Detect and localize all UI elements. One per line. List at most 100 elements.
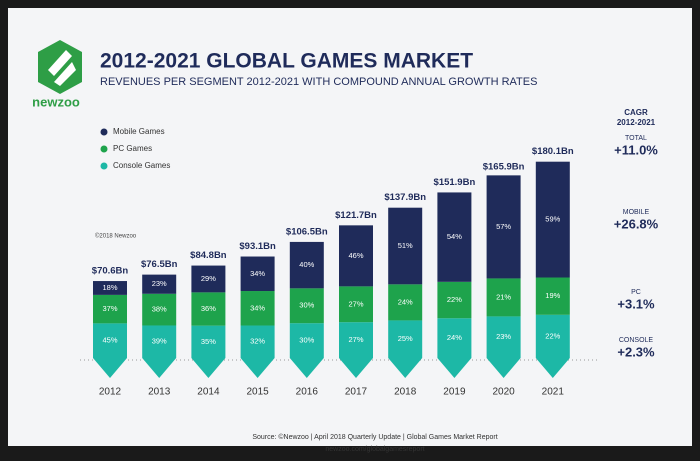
segment-label: 27% xyxy=(348,335,363,344)
bar-segment xyxy=(437,192,472,282)
legend-swatch xyxy=(100,145,108,153)
total-label: $180.1Bn xyxy=(532,146,574,157)
segment-label: 23% xyxy=(152,279,167,288)
bar-segment xyxy=(289,323,324,358)
x-tick-label: 2018 xyxy=(394,387,417,398)
x-tick-label: 2020 xyxy=(492,387,515,398)
bar-segment xyxy=(388,284,423,321)
bar-segment xyxy=(191,265,226,293)
total-label: $165.9Bn xyxy=(483,162,525,173)
chart-title: 2012-2021 GLOBAL GAMES MARKET xyxy=(100,50,473,73)
bar-segment xyxy=(93,323,127,358)
segment-label: 39% xyxy=(152,337,167,346)
bar-arrow xyxy=(240,358,275,378)
total-label: $93.1Bn xyxy=(239,241,276,252)
bar-segment xyxy=(535,314,570,358)
bar-arrow xyxy=(93,358,127,378)
bar-segment xyxy=(437,318,472,358)
segment-label: 34% xyxy=(250,269,265,278)
x-tick-label: 2012 xyxy=(99,387,122,398)
source: Source: ©Newzoo | April 2018 Quarterly U… xyxy=(252,433,497,441)
x-tick-label: 2021 xyxy=(542,387,565,398)
bar-segment xyxy=(339,225,373,287)
cagr-name: TOTAL xyxy=(625,135,647,142)
x-tick-label: 2019 xyxy=(443,387,466,398)
chart-subtitle: REVENUES PER SEGMENT 2012-2021 WITH COMP… xyxy=(100,76,537,88)
total-label: $106.5Bn xyxy=(286,226,328,237)
bar-segment xyxy=(486,316,521,358)
bar-arrow xyxy=(535,358,570,378)
bar-arrow xyxy=(388,358,423,378)
segment-label: 22% xyxy=(545,331,560,340)
segment-label: 19% xyxy=(545,291,560,300)
legend-swatch xyxy=(100,128,108,136)
x-tick-label: 2014 xyxy=(197,387,220,398)
logo-text: newzoo xyxy=(32,94,80,109)
bar-segment xyxy=(191,292,226,326)
segment-label: 40% xyxy=(299,260,314,269)
segment-label: 35% xyxy=(201,337,216,346)
segment-label: 38% xyxy=(152,305,167,314)
bar-segment xyxy=(437,281,472,319)
segment-label: 29% xyxy=(201,274,216,283)
cagr-value: +3.1% xyxy=(617,296,655,311)
segment-label: 36% xyxy=(201,304,216,313)
legend-label: PC Games xyxy=(113,144,152,153)
total-label: $137.9Bn xyxy=(384,192,426,203)
cagr-value: +2.3% xyxy=(617,344,655,359)
x-tick-label: 2015 xyxy=(246,387,269,398)
cagr-value: +11.0% xyxy=(614,142,658,157)
source-url: newzoo.com/globalgamesreport xyxy=(325,446,424,453)
x-tick-label: 2013 xyxy=(148,387,171,398)
cagr-value: +26.8% xyxy=(614,216,659,231)
segment-label: 27% xyxy=(348,299,363,308)
cagr-name: PC xyxy=(631,289,641,296)
bar-segment xyxy=(289,241,324,289)
segment-label: 45% xyxy=(102,336,117,345)
cagr-period: 2012-2021 xyxy=(617,118,656,127)
bar-segment xyxy=(388,207,423,285)
legend-label: Console Games xyxy=(113,161,170,170)
cagr-title: CAGR xyxy=(624,108,648,117)
bar-arrow xyxy=(142,358,177,378)
bar-segment xyxy=(486,278,521,317)
segment-label: 21% xyxy=(496,292,511,301)
bar-segment xyxy=(142,293,177,326)
bar-segment xyxy=(535,161,570,278)
segment-label: 24% xyxy=(447,333,462,342)
segment-label: 59% xyxy=(545,215,560,224)
segment-label: 23% xyxy=(496,332,511,341)
total-label: $76.5Bn xyxy=(141,259,178,270)
bar-arrow xyxy=(191,358,226,378)
bar-segment xyxy=(240,325,275,358)
segment-label: 24% xyxy=(398,297,413,306)
bar-segment xyxy=(535,277,570,315)
x-tick-label: 2017 xyxy=(345,387,368,398)
segment-label: 22% xyxy=(447,295,462,304)
bar-segment xyxy=(240,291,275,326)
bar-segment xyxy=(191,325,226,358)
segment-label: 57% xyxy=(496,222,511,231)
segment-label: 54% xyxy=(447,232,462,241)
segment-label: 34% xyxy=(250,303,265,312)
bar-segment xyxy=(339,322,373,358)
bar-segment xyxy=(339,286,373,323)
segment-label: 30% xyxy=(299,336,314,345)
segment-label: 18% xyxy=(102,283,117,292)
total-label: $151.9Bn xyxy=(434,177,476,188)
bar-arrow xyxy=(437,358,472,378)
x-tick-label: 2016 xyxy=(296,387,319,398)
segment-label: 51% xyxy=(398,241,413,250)
cagr-name: CONSOLE xyxy=(619,337,654,344)
bar-arrow xyxy=(289,358,324,378)
segment-label: 30% xyxy=(299,301,314,310)
bar-segment xyxy=(486,175,521,279)
bar-segment xyxy=(142,325,177,358)
segment-label: 32% xyxy=(250,337,265,346)
bar-arrow xyxy=(339,358,373,378)
bar-segment xyxy=(289,288,324,324)
cagr-name: MOBILE xyxy=(623,209,650,216)
total-label: $84.8Bn xyxy=(190,250,227,261)
bar-segment xyxy=(142,274,177,294)
